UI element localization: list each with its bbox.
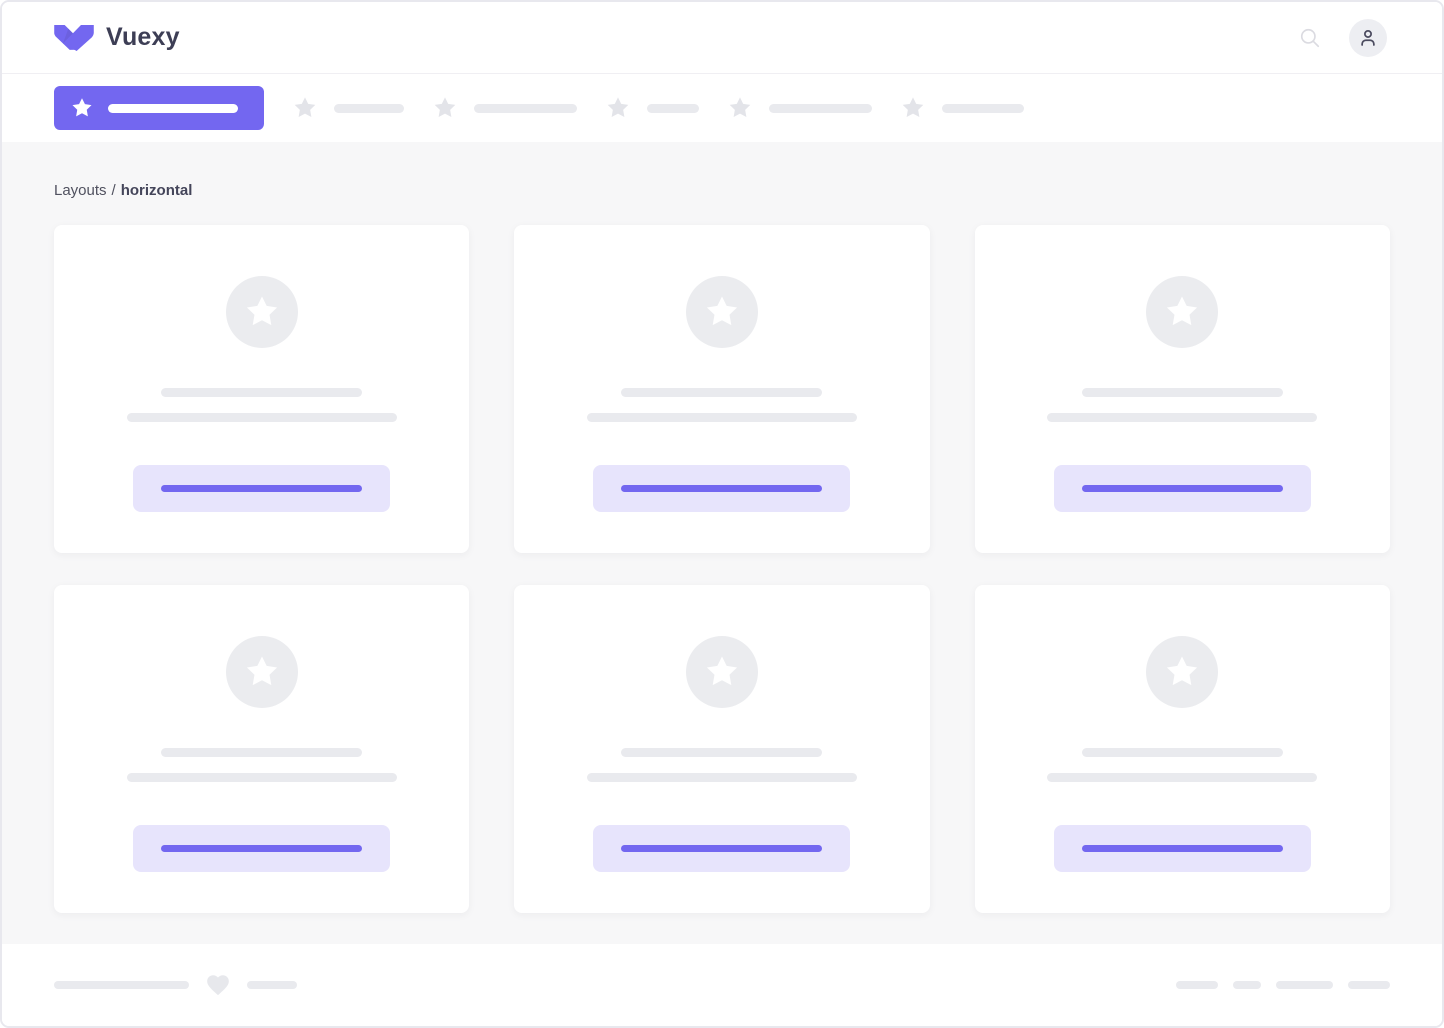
card-button[interactable] — [1053, 825, 1311, 872]
card-avatar-circle — [1146, 276, 1219, 348]
card-button-label-placeholder — [161, 485, 363, 492]
breadcrumb-link-layouts[interactable]: Layouts — [54, 182, 107, 199]
breadcrumb-current: horizontal — [120, 182, 193, 199]
footer-right — [1176, 981, 1390, 989]
nav-label-placeholder — [769, 103, 872, 113]
card-button[interactable] — [1053, 465, 1311, 512]
card-title-placeholder — [161, 388, 363, 397]
card-title-placeholder — [1081, 748, 1283, 757]
placeholder-card — [514, 585, 930, 913]
footer-text-placeholder — [247, 981, 297, 989]
card-title-placeholder — [161, 748, 363, 757]
nav-item-4[interactable] — [605, 95, 699, 121]
card-avatar-circle — [685, 276, 758, 348]
placeholder-card — [54, 225, 470, 553]
star-icon — [1163, 293, 1201, 331]
card-subtitle-placeholder — [586, 773, 857, 782]
card-button-label-placeholder — [621, 485, 823, 492]
footer-left — [54, 972, 297, 998]
nav-item-5[interactable] — [727, 95, 872, 121]
card-avatar-circle — [1146, 636, 1219, 708]
content-area: Layouts / horizontal — [2, 142, 1442, 944]
search-icon[interactable] — [1299, 27, 1321, 49]
footer-link-placeholder — [1176, 981, 1218, 989]
card-button-label-placeholder — [1081, 845, 1283, 852]
card-button[interactable] — [593, 465, 851, 512]
card-button-label-placeholder — [621, 845, 823, 852]
card-title-placeholder — [621, 748, 823, 757]
nav-label-placeholder — [334, 103, 404, 113]
placeholder-card — [974, 225, 1390, 553]
footer-link-placeholder — [1348, 981, 1390, 989]
nav-item-2[interactable] — [292, 95, 404, 121]
card-button-label-placeholder — [161, 845, 363, 852]
card-button-label-placeholder — [1081, 485, 1283, 492]
card-avatar-circle — [225, 636, 298, 708]
placeholder-card — [54, 585, 470, 913]
nav-label-placeholder — [942, 103, 1024, 113]
card-button[interactable] — [133, 465, 391, 512]
placeholder-card — [514, 225, 930, 553]
app-footer — [2, 944, 1442, 1026]
footer-link-placeholder — [1276, 981, 1333, 989]
star-icon — [292, 95, 318, 121]
nav-item-3[interactable] — [432, 95, 577, 121]
breadcrumb: Layouts / horizontal — [54, 182, 1390, 199]
person-icon — [1361, 29, 1375, 46]
footer-link-placeholder — [1233, 981, 1261, 989]
brand-logo[interactable]: Vuexy — [54, 23, 180, 52]
nav-item-6[interactable] — [900, 95, 1024, 121]
card-subtitle-placeholder — [586, 413, 857, 422]
card-title-placeholder — [621, 388, 823, 397]
card-subtitle-placeholder — [126, 413, 397, 422]
card-button[interactable] — [133, 825, 391, 872]
nav-label-placeholder — [474, 103, 577, 113]
nav-label-placeholder — [108, 103, 238, 113]
brand-name: Vuexy — [106, 23, 180, 51]
star-icon — [727, 95, 753, 121]
vuexy-logo-icon — [54, 24, 94, 51]
placeholder-card — [974, 585, 1390, 913]
card-subtitle-placeholder — [1047, 773, 1318, 782]
heart-icon — [205, 972, 231, 998]
user-avatar[interactable] — [1349, 18, 1387, 57]
card-subtitle-placeholder — [126, 773, 397, 782]
star-icon — [1163, 653, 1201, 691]
nav-item-active[interactable] — [54, 86, 264, 130]
star-icon — [243, 653, 281, 691]
card-avatar-circle — [685, 636, 758, 708]
horizontal-nav — [2, 74, 1442, 142]
card-title-placeholder — [1081, 388, 1283, 397]
star-icon — [70, 96, 94, 120]
card-button[interactable] — [593, 825, 851, 872]
app-header: Vuexy — [2, 2, 1442, 74]
footer-text-placeholder — [54, 981, 189, 989]
star-icon — [900, 95, 926, 121]
star-icon — [703, 293, 741, 331]
star-icon — [432, 95, 458, 121]
nav-label-placeholder — [647, 103, 699, 113]
card-avatar-circle — [225, 276, 298, 348]
breadcrumb-separator: / — [111, 182, 116, 199]
star-icon — [605, 95, 631, 121]
cards-grid — [54, 225, 1390, 913]
star-icon — [243, 293, 281, 331]
star-icon — [703, 653, 741, 691]
card-subtitle-placeholder — [1047, 413, 1318, 422]
